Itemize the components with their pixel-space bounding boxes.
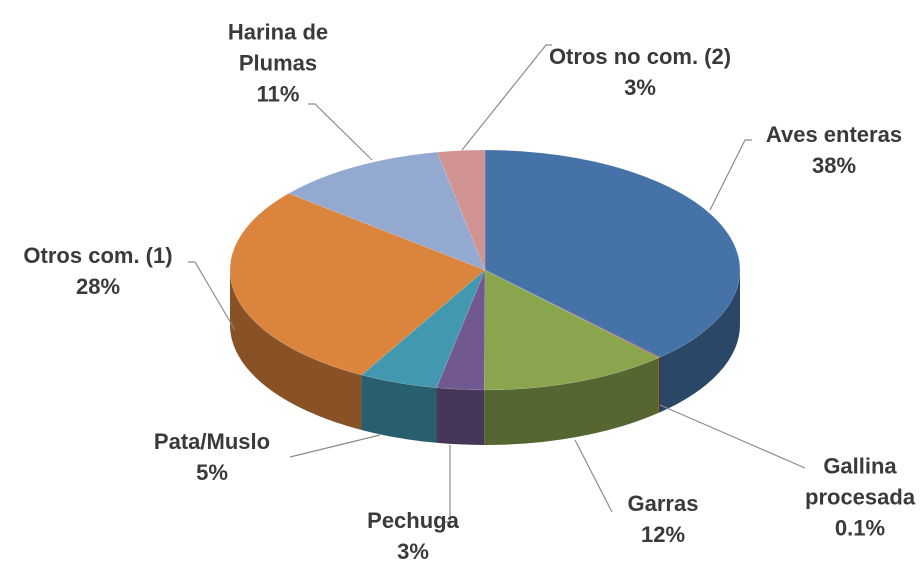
- slice: [288, 151, 486, 271]
- leader-line: [289, 434, 381, 458]
- category-label: Pechuga: [367, 508, 459, 533]
- slice-side: [436, 387, 485, 445]
- leader-line: [574, 439, 613, 513]
- value-label: 5%: [196, 460, 228, 485]
- slice: [436, 269, 486, 391]
- slice-label: Garras 12%: [628, 488, 699, 550]
- category-label: Otros no com. (2): [548, 44, 732, 69]
- slice-label: Pata/Muslo 5%: [154, 426, 270, 488]
- value-label: 0.1%: [834, 515, 886, 541]
- slice-side: [230, 270, 362, 431]
- slice-side: [361, 375, 437, 443]
- category-label: Harina de Plumas: [227, 19, 329, 76]
- category-label: Garras: [627, 491, 699, 516]
- slice-side: [484, 357, 659, 446]
- slice-label: Aves enteras 38%: [766, 119, 902, 181]
- value-label: 11%: [256, 81, 300, 107]
- leader-line: [442, 445, 451, 523]
- value-label: 12%: [640, 522, 686, 547]
- slice-side: [660, 270, 740, 413]
- slice: [361, 269, 486, 389]
- leader-line: [308, 103, 373, 161]
- value-label: 28%: [75, 274, 121, 299]
- leader-line: [188, 261, 236, 331]
- slice-label: Pechuga 3%: [367, 505, 459, 566]
- leader-line: [709, 139, 752, 211]
- category-label: Otros com. (1): [23, 243, 173, 268]
- slice-side: [658, 357, 661, 413]
- slice-label: Gallina procesada 0.1%: [805, 451, 915, 544]
- slice: [484, 269, 661, 359]
- category-label: Aves enteras: [765, 122, 903, 147]
- side-walls: [230, 270, 740, 446]
- slice-label: Otros no com. (2) 3%: [545, 41, 735, 103]
- slice: [229, 193, 486, 376]
- slice: [483, 269, 660, 391]
- category-label: Gallina procesada: [805, 453, 916, 510]
- slice-label: Harina de Plumas 11%: [208, 17, 348, 110]
- value-label: 3%: [397, 539, 429, 564]
- value-label: 3%: [624, 75, 656, 100]
- slice: [436, 149, 486, 271]
- leader-line: [461, 44, 552, 151]
- slice: [484, 149, 741, 358]
- value-label: 38%: [811, 153, 857, 178]
- leader-line: [659, 404, 806, 469]
- category-label: Pata/Muslo: [153, 429, 271, 454]
- slice-label: Otros com. (1) 28%: [23, 240, 172, 302]
